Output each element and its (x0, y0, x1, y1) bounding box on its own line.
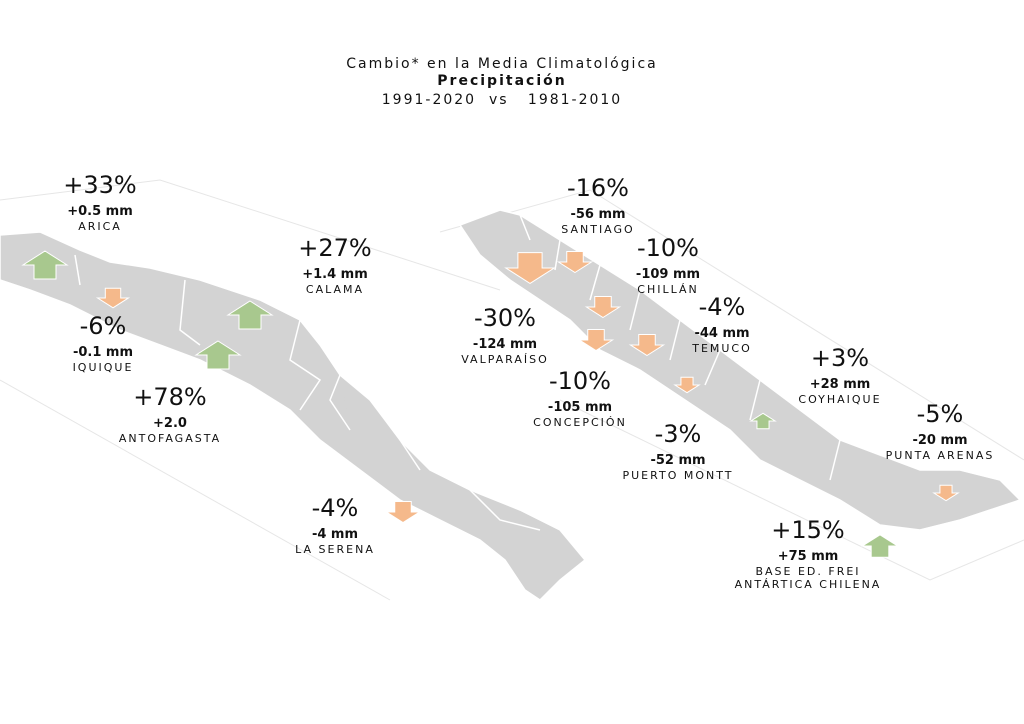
station-mm: -52 mm (650, 453, 705, 468)
arrow-up (226, 300, 274, 330)
station-mm: +75 mm (778, 549, 839, 564)
station-percent: -3% (655, 420, 702, 448)
map-north (0, 231, 587, 601)
station-name: PUNTA ARENAS (886, 449, 995, 462)
station-mm: -105 mm (548, 400, 612, 415)
station-name: BASE ED. FREI (755, 565, 860, 578)
station-name: COYHAIQUE (798, 393, 881, 406)
arrow-down (584, 296, 622, 319)
station-mm: -124 mm (473, 337, 537, 352)
arrow-down (577, 329, 615, 352)
arrow-down (504, 252, 556, 284)
station-name: CALAMA (306, 283, 364, 296)
station-mm: +1.4 mm (302, 267, 368, 282)
station-mm: +2.0 (153, 416, 187, 431)
header: Cambio* en la Media Climatológica Precip… (346, 56, 657, 108)
title: Cambio* en la Media Climatológica (346, 56, 657, 72)
station-percent: -5% (917, 400, 964, 428)
station-name: SANTIAGO (561, 223, 634, 236)
station-percent: +33% (63, 171, 136, 199)
station-mm: -0.1 mm (73, 345, 133, 360)
arrow-up (860, 534, 900, 558)
station-percent: +15% (771, 516, 844, 544)
station-name: CONCEPCIÓN (533, 416, 627, 429)
station-name: TEMUCO (691, 342, 752, 355)
subtitle: Precipitación (437, 73, 566, 89)
station-mm: -4 mm (312, 527, 358, 542)
map-south (458, 209, 1022, 531)
arrow-down (673, 376, 701, 394)
station-percent: -30% (474, 304, 536, 332)
station-name: CHILLÁN (637, 283, 698, 296)
arrow-down (556, 251, 594, 274)
arrow-up (21, 250, 69, 280)
station-name: LA SERENA (295, 543, 375, 556)
arrow-down (95, 287, 131, 309)
station-name: IQUIQUE (73, 361, 134, 374)
station-mm: +28 mm (810, 377, 871, 392)
station-percent: +27% (298, 234, 371, 262)
station-name: PUERTO MONTT (623, 469, 734, 482)
arrow-down (628, 334, 666, 357)
arrow-down (932, 484, 960, 502)
station-percent: -4% (312, 494, 359, 522)
station-mm: +0.5 mm (67, 204, 133, 219)
station-percent: +3% (811, 344, 869, 372)
arrow-up (749, 412, 777, 430)
station-name: ANTÁRTICA CHILENA (735, 578, 882, 591)
station-mm: -44 mm (694, 326, 749, 341)
station-name: ANTOFAGASTA (119, 432, 221, 445)
station-percent: +78% (133, 383, 206, 411)
station-percent: -16% (567, 174, 629, 202)
arrow-down (384, 501, 422, 524)
station-percent: -10% (637, 234, 699, 262)
station-name: VALPARAÍSO (461, 353, 549, 366)
station-percent: -10% (549, 367, 611, 395)
station-percent: -4% (699, 293, 746, 321)
station-percent: -6% (80, 312, 127, 340)
station-name: ARICA (78, 220, 122, 233)
station-mm: -109 mm (636, 267, 700, 282)
arrow-up (194, 340, 242, 370)
station-mm: -56 mm (570, 207, 625, 222)
period: 1991-2020 vs 1981-2010 (382, 92, 622, 108)
station-mm: -20 mm (912, 433, 967, 448)
